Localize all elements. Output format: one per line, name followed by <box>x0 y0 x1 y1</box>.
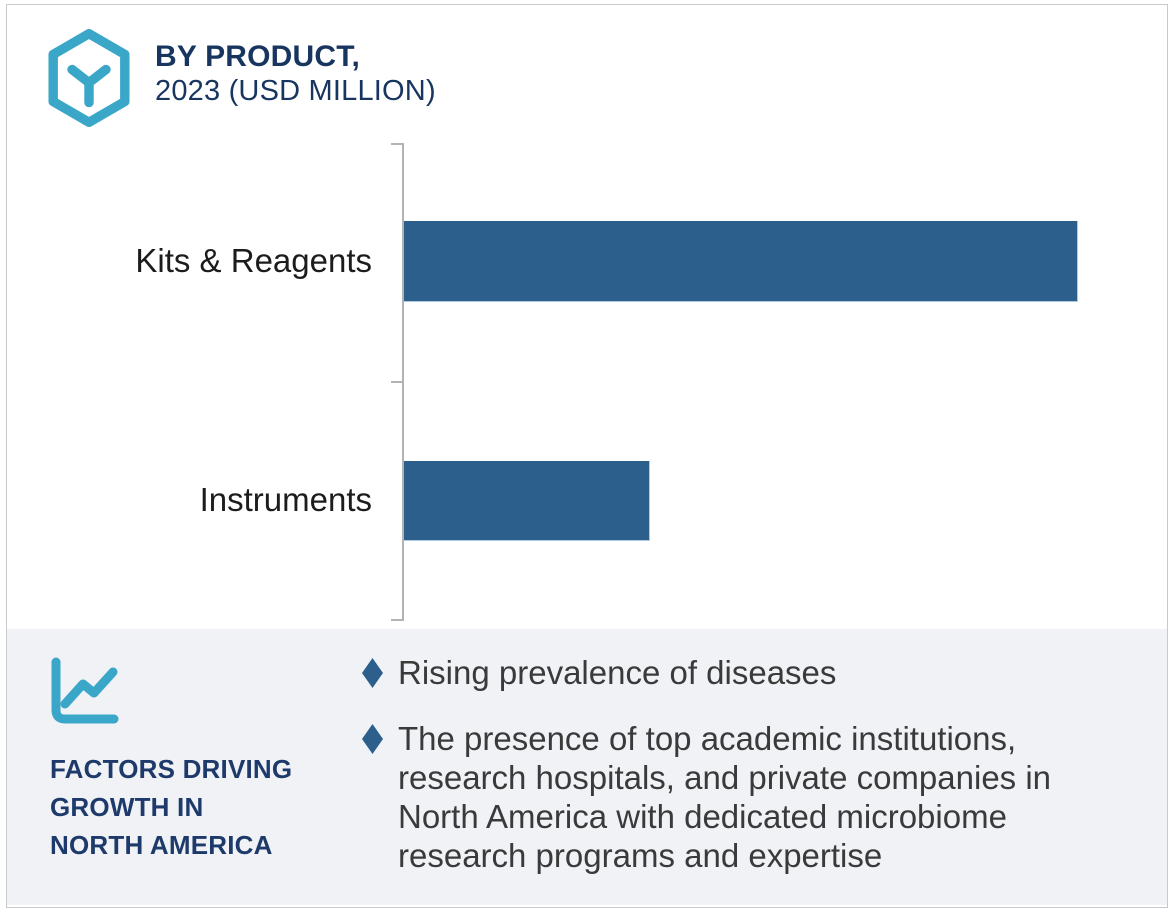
factors-bullet-list: Rising prevalence of diseases The presen… <box>362 653 1062 902</box>
list-item: Rising prevalence of diseases <box>362 653 1062 692</box>
line-chart-icon <box>51 657 119 724</box>
factors-heading: FACTORS DRIVING GROWTH IN NORTH AMERICA <box>50 750 292 864</box>
diamond-bullet-icon <box>362 658 383 688</box>
chart-title-line1: BY PRODUCT, <box>155 40 361 73</box>
bullet-text: The presence of top academic institution… <box>398 720 1052 874</box>
bar-kits-reagents <box>404 221 1078 302</box>
axis-tick <box>391 619 403 621</box>
bullet-text: Rising prevalence of diseases <box>398 654 837 691</box>
list-item: The presence of top academic institution… <box>362 719 1062 875</box>
diamond-bullet-icon <box>362 724 383 754</box>
infographic-card: BY PRODUCT, 2023 (USD MILLION) Kits & Re… <box>6 4 1168 908</box>
y-axis-line <box>402 143 404 621</box>
axis-tick <box>391 143 403 145</box>
factors-heading-line: GROWTH IN <box>50 792 204 822</box>
category-label-instruments: Instruments <box>199 481 372 518</box>
brand-hexagon-logo-icon <box>48 29 130 127</box>
axis-tick <box>391 381 403 383</box>
bar-instruments <box>404 461 650 541</box>
chart-title-line2: 2023 (USD MILLION) <box>155 75 436 107</box>
chart-title: BY PRODUCT, 2023 (USD MILLION) <box>155 39 436 109</box>
category-label-kits-reagents: Kits & Reagents <box>135 242 372 279</box>
bar-chart: Kits & Reagents Instruments <box>7 5 1167 629</box>
factors-heading-line: NORTH AMERICA <box>50 830 273 860</box>
factors-panel: FACTORS DRIVING GROWTH IN NORTH AMERICA … <box>7 629 1167 905</box>
factors-heading-line: FACTORS DRIVING <box>50 754 293 784</box>
